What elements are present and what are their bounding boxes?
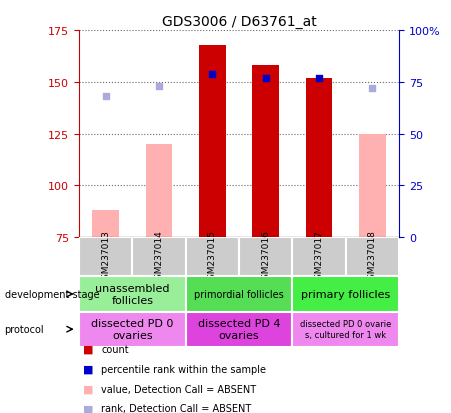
Bar [186,277,292,312]
Text: percentile rank within the sample: percentile rank within the sample [101,364,267,374]
Bar [79,237,132,277]
Text: development stage: development stage [5,289,99,299]
Bar [186,312,292,347]
Title: GDS3006 / D63761_at: GDS3006 / D63761_at [161,14,317,28]
Text: primary follicles: primary follicles [301,289,391,299]
Point [369,85,376,92]
Text: count: count [101,344,129,354]
Text: GSM237014: GSM237014 [155,230,163,285]
Point [209,71,216,78]
Bar [79,312,186,347]
Bar [146,145,172,237]
Text: GSM237013: GSM237013 [101,230,110,285]
Text: value, Detection Call = ABSENT: value, Detection Call = ABSENT [101,384,257,394]
Bar [239,237,292,277]
Text: GSM237015: GSM237015 [208,230,217,285]
Bar [359,134,386,237]
Text: unassembled
follicles: unassembled follicles [95,283,170,305]
Bar [253,66,279,237]
Bar [292,237,346,277]
Bar [292,277,399,312]
Text: ■: ■ [83,364,94,374]
Point [102,94,109,100]
Point [155,83,162,90]
Text: dissected PD 4
ovaries: dissected PD 4 ovaries [198,318,280,340]
Text: ■: ■ [83,384,94,394]
Bar [186,237,239,277]
Bar [132,237,186,277]
Bar [292,312,399,347]
Text: protocol: protocol [5,324,44,335]
Text: ■: ■ [83,404,94,413]
Bar [346,237,399,277]
Text: dissected PD 0 ovarie
s, cultured for 1 wk: dissected PD 0 ovarie s, cultured for 1 … [300,320,391,339]
Bar [306,78,332,237]
Text: dissected PD 0
ovaries: dissected PD 0 ovaries [91,318,174,340]
Point [262,75,269,82]
Text: rank, Detection Call = ABSENT: rank, Detection Call = ABSENT [101,404,252,413]
Text: GSM237018: GSM237018 [368,230,377,285]
Text: primordial follicles: primordial follicles [194,289,284,299]
Bar [92,211,119,237]
Text: GSM237016: GSM237016 [261,230,270,285]
Text: GSM237017: GSM237017 [315,230,323,285]
Bar [199,45,226,237]
Point [315,75,322,82]
Text: ■: ■ [83,344,94,354]
Bar [79,277,186,312]
